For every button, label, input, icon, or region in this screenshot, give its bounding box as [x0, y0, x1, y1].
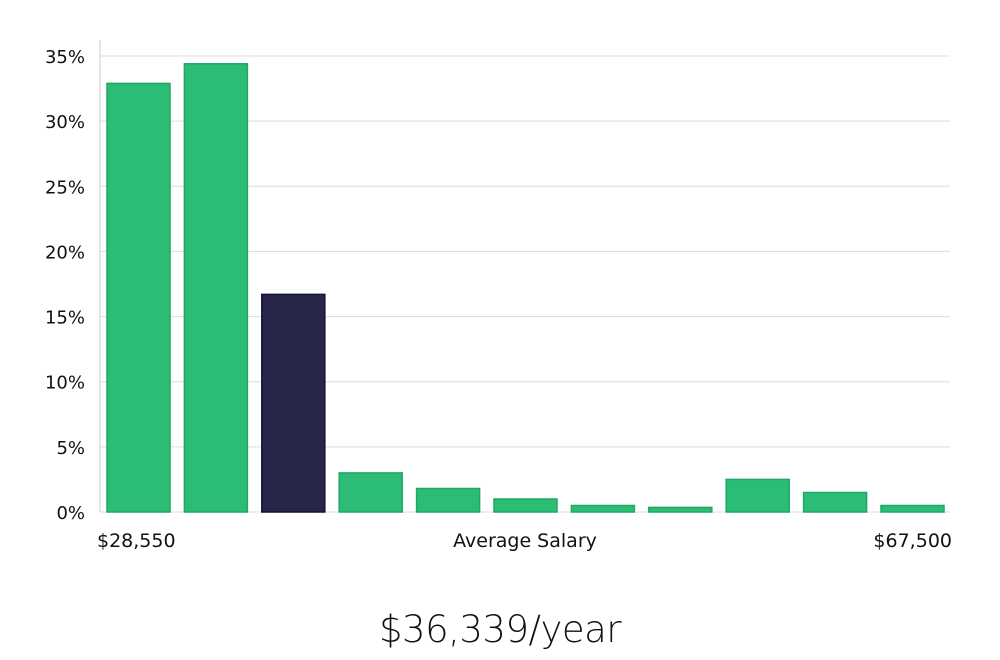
x-axis-min-label: $28,550 — [97, 530, 176, 552]
y-tick-label: 0% — [56, 503, 85, 524]
y-tick-label: 10% — [45, 373, 85, 394]
histogram-bar — [880, 504, 945, 513]
histogram-bar — [570, 504, 636, 513]
histogram-bar — [338, 472, 403, 513]
bars-layer — [106, 63, 945, 513]
y-tick-label: 5% — [56, 438, 85, 459]
x-axis-title: Average Salary — [453, 530, 597, 552]
histogram-bar — [183, 63, 249, 513]
x-axis-max-label: $67,500 — [873, 530, 952, 552]
average-salary-value: $36,339/year — [378, 608, 622, 651]
y-tick-label: 25% — [45, 177, 85, 198]
histogram-bar — [415, 487, 481, 513]
y-tick-labels: 0% 5% 10% 15% 20% 25% 30% 35% — [45, 47, 85, 524]
histogram-bar-highlighted — [261, 293, 326, 513]
histogram-bar — [802, 491, 868, 513]
salary-histogram-chart: 0% 5% 10% 15% 20% 25% 30% 35% $28,550 Average S… — [45, 40, 952, 552]
histogram-bar — [493, 498, 558, 513]
y-tick-label: 35% — [45, 47, 85, 68]
histogram-bar — [106, 82, 171, 513]
histogram-bar — [725, 478, 790, 513]
y-tick-label: 15% — [45, 308, 85, 329]
y-tick-label: 30% — [45, 112, 85, 133]
histogram-bar — [648, 506, 713, 513]
y-tick-label: 20% — [45, 242, 85, 263]
